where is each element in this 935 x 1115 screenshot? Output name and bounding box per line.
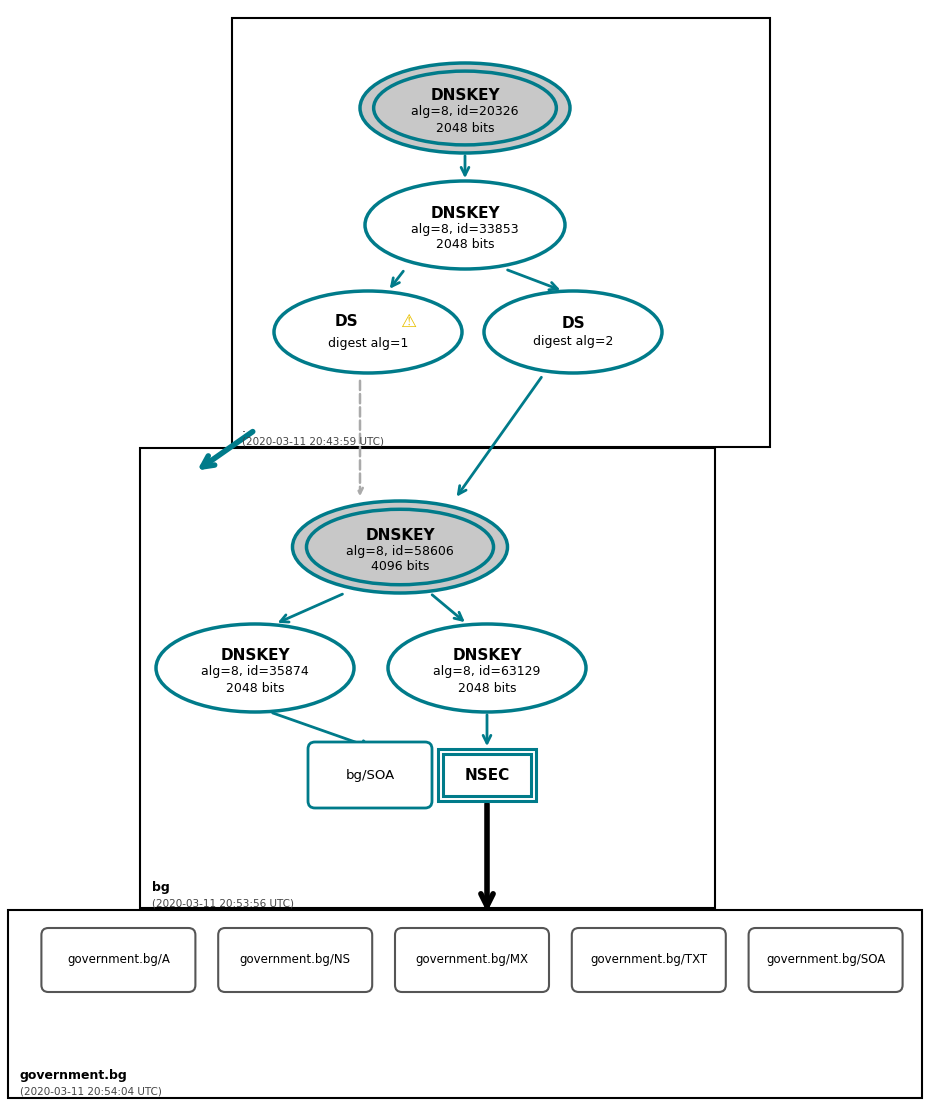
Text: 2048 bits: 2048 bits [225, 681, 284, 695]
Ellipse shape [274, 291, 462, 374]
Ellipse shape [365, 181, 565, 269]
Bar [8, 910, 922, 1098]
Text: (2020-03-11 20:53:56 UTC): (2020-03-11 20:53:56 UTC) [152, 898, 294, 908]
Text: NSEC: NSEC [465, 767, 510, 783]
Text: DS: DS [334, 314, 358, 330]
Text: government.bg/A: government.bg/A [67, 953, 170, 967]
Text: alg=8, id=63129: alg=8, id=63129 [433, 666, 540, 679]
Ellipse shape [293, 501, 508, 593]
Bar [140, 448, 715, 908]
Text: digest alg=1: digest alg=1 [328, 338, 409, 350]
Text: bg: bg [152, 882, 170, 894]
Text: 2048 bits: 2048 bits [436, 239, 495, 252]
Bar [232, 18, 770, 447]
FancyBboxPatch shape [749, 928, 902, 992]
Text: government.bg/MX: government.bg/MX [415, 953, 528, 967]
Text: alg=8, id=20326: alg=8, id=20326 [411, 106, 519, 118]
Bar [438, 749, 536, 801]
Text: digest alg=2: digest alg=2 [533, 336, 613, 349]
Text: 4096 bits: 4096 bits [371, 561, 429, 573]
Text: .: . [242, 423, 246, 436]
Text: ⚠: ⚠ [400, 313, 416, 331]
Text: 2048 bits: 2048 bits [436, 122, 495, 135]
Text: DNSKEY: DNSKEY [453, 649, 522, 663]
FancyBboxPatch shape [572, 928, 726, 992]
Text: alg=8, id=58606: alg=8, id=58606 [346, 544, 453, 558]
Ellipse shape [307, 510, 494, 584]
Text: government.bg/NS: government.bg/NS [239, 953, 351, 967]
Bar [443, 754, 531, 796]
FancyBboxPatch shape [41, 928, 195, 992]
Text: 2048 bits: 2048 bits [458, 681, 516, 695]
Ellipse shape [156, 624, 354, 712]
Text: (2020-03-11 20:54:04 UTC): (2020-03-11 20:54:04 UTC) [20, 1087, 162, 1097]
Text: DNSKEY: DNSKEY [430, 205, 500, 221]
Text: DNSKEY: DNSKEY [430, 88, 500, 104]
Ellipse shape [374, 71, 556, 145]
Text: government.bg: government.bg [20, 1069, 128, 1083]
Text: government.bg/SOA: government.bg/SOA [766, 953, 885, 967]
Text: alg=8, id=33853: alg=8, id=33853 [411, 223, 519, 235]
Ellipse shape [360, 64, 570, 153]
Text: (2020-03-11 20:43:59 UTC): (2020-03-11 20:43:59 UTC) [242, 437, 384, 447]
Ellipse shape [388, 624, 586, 712]
Ellipse shape [484, 291, 662, 374]
Text: alg=8, id=35874: alg=8, id=35874 [201, 666, 309, 679]
Text: DS: DS [561, 317, 584, 331]
FancyBboxPatch shape [395, 928, 549, 992]
Text: government.bg/TXT: government.bg/TXT [590, 953, 708, 967]
Text: DNSKEY: DNSKEY [366, 527, 435, 543]
Text: DNSKEY: DNSKEY [220, 649, 290, 663]
Text: bg/SOA: bg/SOA [345, 768, 395, 782]
FancyBboxPatch shape [308, 741, 432, 808]
FancyBboxPatch shape [218, 928, 372, 992]
